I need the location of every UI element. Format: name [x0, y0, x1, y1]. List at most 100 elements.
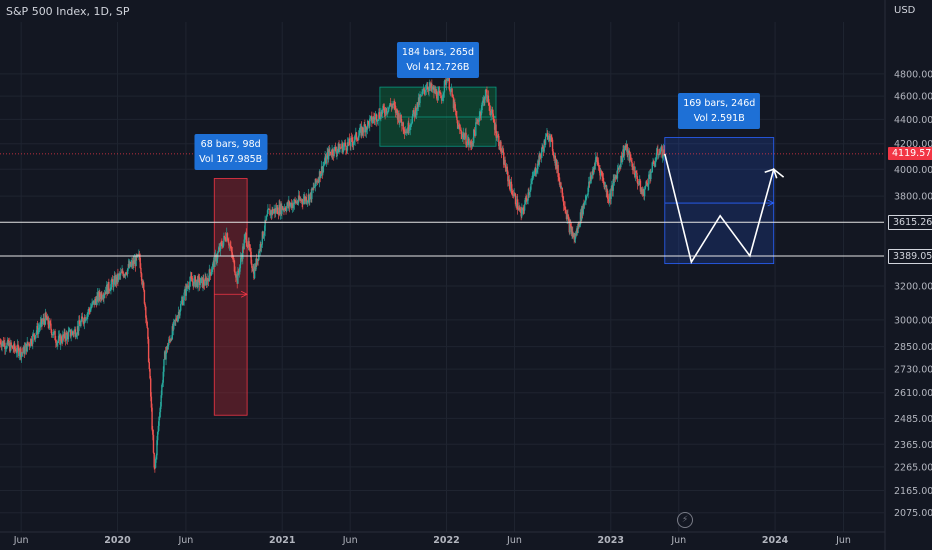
- time-tick-label: 2020: [104, 535, 131, 546]
- candle-body: [573, 233, 575, 240]
- candle-body: [233, 260, 236, 272]
- candle-body: [372, 117, 374, 122]
- candle-body: [165, 351, 167, 360]
- candle-body: [412, 110, 414, 117]
- candle-body: [50, 323, 52, 330]
- candle-body: [37, 328, 40, 335]
- candle-body: [18, 354, 21, 357]
- candle-body: [146, 321, 148, 328]
- lightning-icon[interactable]: ⚡: [677, 512, 693, 528]
- price-tick-label: 2165.00: [894, 486, 932, 497]
- candle-body: [34, 335, 37, 339]
- candle-body: [263, 235, 265, 238]
- candle-body: [448, 75, 450, 90]
- candle-body: [99, 291, 101, 297]
- candle-body: [564, 206, 566, 211]
- candle-body: [646, 181, 648, 184]
- candle-body: [180, 301, 183, 304]
- candle-body: [54, 331, 56, 341]
- candle-body: [249, 247, 251, 249]
- candle-body: [503, 152, 505, 165]
- candle-body: [544, 136, 547, 145]
- candle-body: [38, 328, 40, 329]
- candle-body: [144, 303, 146, 307]
- candle-body: [498, 135, 500, 147]
- candle-body: [39, 322, 42, 328]
- candle-body: [70, 334, 72, 337]
- candle-body: [488, 102, 490, 106]
- candle-body: [149, 378, 152, 397]
- candle-body: [549, 135, 552, 142]
- candle-body: [229, 244, 231, 247]
- candle-body: [298, 195, 300, 200]
- candle-body: [460, 129, 462, 134]
- candle-body: [633, 166, 635, 175]
- date-range-label: 184 bars, 265d Vol 412.726B: [396, 42, 479, 79]
- candle-body: [258, 251, 261, 253]
- candle-body: [219, 243, 222, 251]
- candle-body: [39, 327, 41, 329]
- candle-body: [613, 177, 616, 181]
- candle-body: [481, 102, 483, 111]
- candle-body: [74, 329, 77, 337]
- candle-body: [377, 119, 379, 122]
- candle-body: [194, 276, 197, 287]
- candle-body: [4, 342, 6, 350]
- candle-body: [425, 89, 427, 91]
- candle-body: [449, 89, 452, 92]
- candle-body: [90, 306, 93, 309]
- candle-body: [224, 237, 227, 241]
- candle-body: [530, 183, 532, 190]
- candle-body: [82, 318, 84, 323]
- candle-body: [645, 181, 647, 186]
- candle-body: [475, 122, 477, 136]
- candle-body: [261, 231, 264, 245]
- candle-body: [574, 238, 576, 240]
- candle-body: [402, 122, 404, 130]
- candle-body: [408, 129, 411, 131]
- candle-body: [162, 371, 164, 383]
- candle-body: [477, 120, 479, 122]
- candle-body: [145, 306, 147, 318]
- candle-body: [237, 270, 240, 273]
- time-tick-label: 2022: [433, 535, 459, 546]
- candle-body: [76, 334, 78, 337]
- candle-body: [16, 344, 19, 353]
- candle-body: [227, 240, 229, 243]
- candle-body: [371, 115, 373, 123]
- candle-body: [447, 78, 449, 81]
- candle-body: [403, 129, 405, 131]
- candle-body: [478, 116, 480, 122]
- candle-body: [374, 116, 377, 120]
- candle-body: [125, 272, 127, 274]
- candle-body: [357, 139, 359, 141]
- candle-body: [272, 211, 275, 214]
- candle-body: [154, 459, 157, 468]
- candle-body: [381, 109, 384, 115]
- candle-body: [607, 198, 610, 201]
- candle-body: [315, 178, 317, 183]
- candle-body: [408, 122, 410, 131]
- candle-body: [535, 167, 537, 174]
- candle-body: [242, 246, 244, 260]
- candle-body: [143, 282, 145, 291]
- candle-body: [380, 111, 382, 119]
- candle-body: [411, 116, 414, 124]
- candle-body: [109, 290, 111, 292]
- candlestick-series: [0, 70, 665, 473]
- candle-body: [62, 334, 64, 343]
- candle-body: [639, 180, 642, 192]
- candle-body: [179, 310, 181, 316]
- candle-body: [388, 106, 390, 108]
- candle-body: [482, 100, 484, 103]
- candle-body: [198, 277, 201, 286]
- candle-body: [208, 269, 210, 282]
- candle-body: [586, 194, 589, 196]
- candle-body: [378, 112, 381, 118]
- candle-body: [343, 145, 345, 147]
- candle-body: [457, 125, 460, 129]
- candle-body: [420, 95, 423, 97]
- candle-body: [311, 188, 313, 200]
- candle-body: [189, 276, 192, 282]
